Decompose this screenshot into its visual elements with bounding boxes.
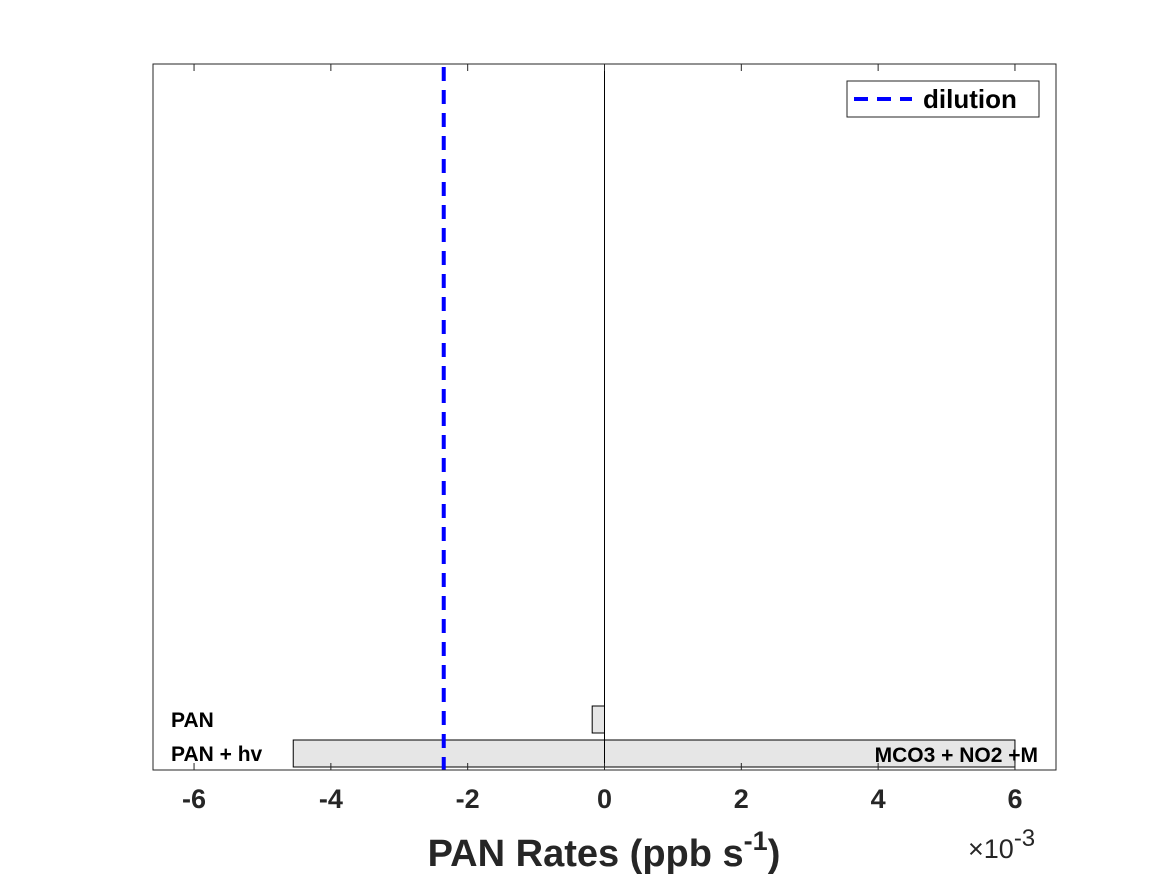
x-axis-multiplier-exponent: -3 xyxy=(1014,825,1035,852)
x-tick-label: -6 xyxy=(182,784,206,814)
bar-label-pan: PAN xyxy=(171,709,214,732)
bar-label-mco3-no2-m: MCO3 + NO2 +M xyxy=(875,744,1038,767)
x-tick-label: 6 xyxy=(1007,784,1022,814)
x-axis-label-main: PAN Rates (ppb s xyxy=(428,833,744,875)
x-axis-multiplier-base: ×10 xyxy=(968,834,1014,864)
bar-label-pan-hv: PAN + hv xyxy=(171,743,263,766)
bars-layer xyxy=(292,705,1016,768)
bar-pan-hv xyxy=(292,739,1016,768)
x-tick-label: -2 xyxy=(456,784,480,814)
legend: dilution xyxy=(846,80,1040,118)
x-axis-label-suffix: ) xyxy=(768,833,781,875)
x-axis-label-superscript: -1 xyxy=(744,826,768,856)
bar-labels-layer: PAN + hv MCO3 + NO2 +M PAN xyxy=(171,709,1038,767)
x-tick-label: 0 xyxy=(597,784,612,814)
x-ticks-layer: -6 -4 -2 0 2 4 6 xyxy=(182,64,1022,814)
x-axis-label: PAN Rates (ppb s-1) xyxy=(428,826,781,875)
bar-pan xyxy=(591,705,605,734)
legend-label-dilution: dilution xyxy=(923,84,1017,114)
x-tick-label: 2 xyxy=(734,784,749,814)
x-axis-multiplier: ×10-3 xyxy=(968,825,1035,864)
x-tick-label: 4 xyxy=(871,784,886,814)
x-tick-label: -4 xyxy=(319,784,343,814)
